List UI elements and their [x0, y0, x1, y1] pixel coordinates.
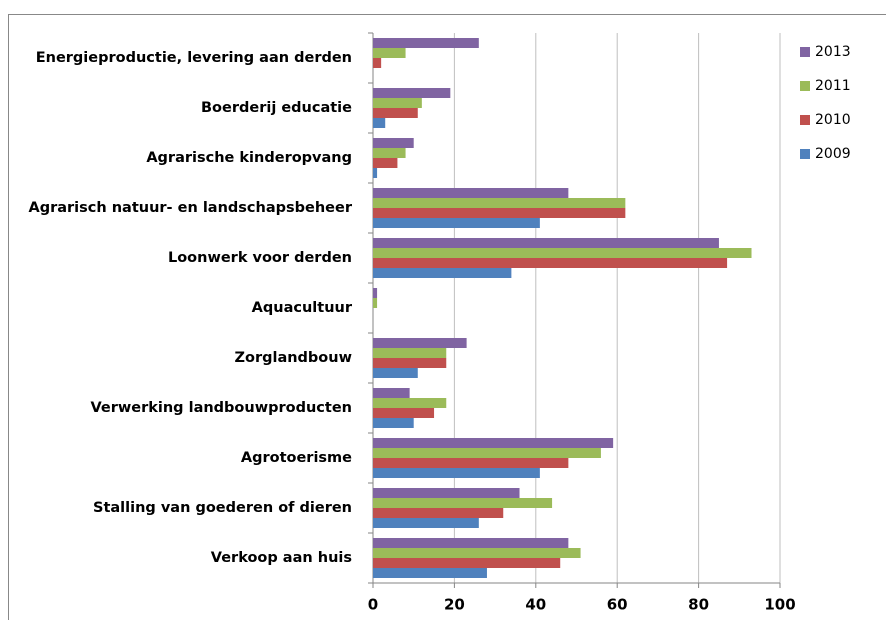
bar	[373, 358, 447, 368]
x-tick-label: 100	[764, 596, 795, 614]
x-tick-label: 60	[607, 596, 628, 614]
bar	[373, 258, 728, 268]
y-tick-label: Loonwerk voor derden	[168, 250, 352, 266]
bar	[373, 338, 467, 348]
chart-frame	[8, 14, 886, 620]
bar	[373, 298, 378, 308]
legend-swatch	[800, 115, 810, 125]
bar	[373, 518, 479, 528]
bar	[373, 568, 487, 578]
bar	[373, 558, 561, 568]
y-tick-label: Boerderij educatie	[201, 100, 352, 116]
bar	[373, 118, 386, 128]
y-tick-label: Verwerking landbouwproducten	[90, 400, 352, 416]
y-tick-label: Agrarische kinderopvang	[146, 150, 352, 166]
legend-swatch	[800, 81, 810, 91]
y-tick-label: Agrarisch natuur- en landschapsbeheer	[28, 200, 352, 216]
bar	[373, 458, 569, 468]
bar	[373, 108, 418, 118]
legend-label: 2013	[815, 44, 851, 60]
bar	[373, 508, 504, 518]
legend-label: 2010	[815, 112, 851, 128]
bar	[373, 168, 378, 178]
bar	[373, 138, 414, 148]
bar	[373, 218, 540, 228]
bar	[373, 348, 447, 358]
x-tick-label: 0	[368, 596, 378, 614]
bar	[373, 498, 553, 508]
bar	[373, 38, 479, 48]
legend-swatch	[800, 47, 810, 57]
x-tick-label: 40	[525, 596, 546, 614]
bar	[373, 448, 601, 458]
bar	[373, 438, 614, 448]
x-tick-label: 20	[444, 596, 465, 614]
bar	[373, 398, 447, 408]
bar	[373, 488, 520, 498]
bar	[373, 188, 569, 198]
bar	[373, 148, 406, 158]
bar	[373, 48, 406, 58]
bar	[373, 288, 378, 298]
y-tick-label: Verkoop aan huis	[211, 550, 352, 566]
bar	[373, 418, 414, 428]
legend-label: 2011	[815, 78, 851, 94]
y-tick-label: Energieproductie, levering aan derden	[36, 50, 352, 66]
bar	[373, 468, 540, 478]
bar	[373, 548, 581, 558]
bar	[373, 88, 451, 98]
bar	[373, 198, 626, 208]
x-tick-label: 80	[688, 596, 709, 614]
bar	[373, 208, 626, 218]
bar	[373, 248, 752, 258]
bar	[373, 158, 398, 168]
y-tick-label: Stalling van goederen of dieren	[93, 500, 352, 516]
bar	[373, 538, 569, 548]
y-tick-label: Agrotoerisme	[241, 450, 352, 466]
bar	[373, 58, 382, 68]
bar	[373, 268, 512, 278]
bar	[373, 98, 422, 108]
bar	[373, 408, 435, 418]
y-tick-label: Aquacultuur	[252, 300, 353, 316]
legend-swatch	[800, 149, 810, 159]
legend-label: 2009	[815, 146, 851, 162]
bar	[373, 388, 410, 398]
y-tick-label: Zorglandbouw	[234, 350, 352, 366]
bar	[373, 238, 719, 248]
bar	[373, 368, 418, 378]
